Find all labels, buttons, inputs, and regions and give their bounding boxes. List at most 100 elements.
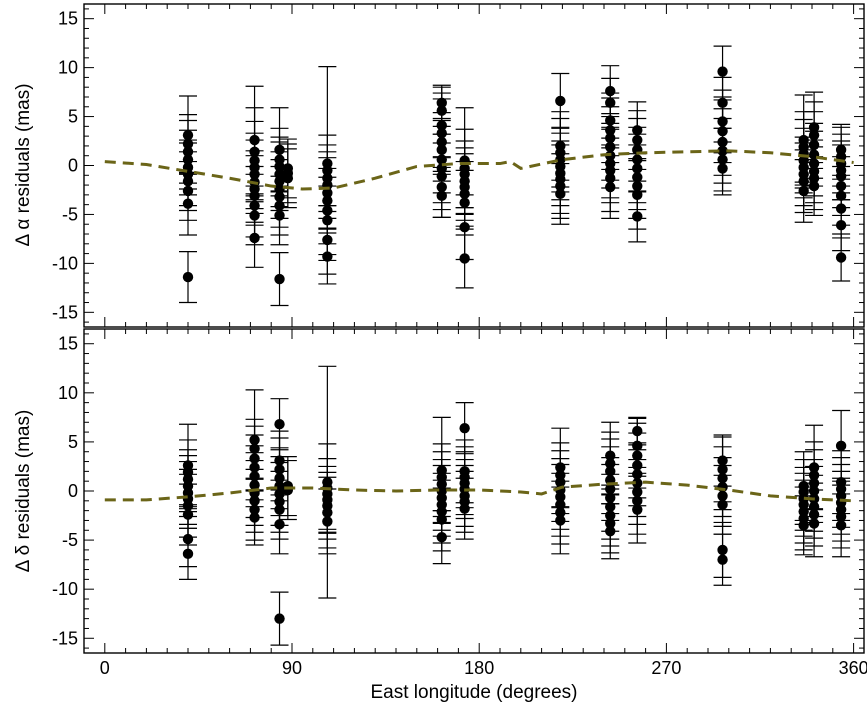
data-point bbox=[632, 425, 643, 437]
y-tick-label: 10 bbox=[58, 58, 78, 78]
data-point bbox=[555, 491, 566, 503]
data-point bbox=[632, 460, 643, 471]
y-tick-label: 10 bbox=[58, 383, 78, 403]
x-tick-label: 360 bbox=[839, 658, 867, 678]
data-point bbox=[717, 464, 728, 475]
data-point bbox=[249, 232, 260, 244]
data-point bbox=[436, 171, 447, 182]
data-point bbox=[632, 163, 643, 174]
data-point bbox=[717, 154, 728, 165]
data-point bbox=[182, 154, 194, 165]
bottom-panel: -15 -10 -5 0 5 10 15 0 90 180 270 360 bbox=[52, 328, 867, 678]
data-point bbox=[835, 171, 847, 182]
data-point bbox=[182, 146, 194, 157]
data-point bbox=[436, 190, 447, 202]
data-point bbox=[249, 190, 260, 202]
data-point bbox=[282, 484, 294, 496]
data-point bbox=[717, 126, 728, 137]
data-point bbox=[555, 476, 566, 488]
data-point bbox=[322, 165, 333, 176]
y-tick-label: -5 bbox=[62, 530, 78, 550]
data-point bbox=[322, 507, 333, 518]
data-point bbox=[249, 504, 260, 515]
data-point bbox=[555, 462, 566, 473]
plot-frame bbox=[83, 3, 865, 328]
data-point bbox=[717, 145, 728, 157]
top-panel: -15 -10 -5 0 5 10 15 bbox=[52, 3, 865, 328]
data-point bbox=[436, 514, 447, 525]
data-point bbox=[436, 531, 447, 543]
data-point bbox=[632, 134, 643, 146]
data-point bbox=[274, 183, 285, 195]
data-point bbox=[632, 450, 643, 461]
data-point bbox=[274, 273, 285, 285]
data-point bbox=[274, 191, 285, 203]
data-point bbox=[555, 507, 566, 518]
data-point bbox=[632, 211, 643, 222]
data-point bbox=[436, 128, 447, 139]
data-point bbox=[322, 215, 333, 226]
data-point bbox=[274, 473, 285, 484]
data-point bbox=[605, 458, 616, 469]
data-point bbox=[322, 516, 333, 527]
y-tick-label: 15 bbox=[58, 9, 78, 29]
data-point bbox=[632, 172, 643, 183]
data-point bbox=[274, 613, 285, 624]
y-tick-label: -10 bbox=[52, 253, 78, 273]
data-point bbox=[322, 195, 333, 206]
data-point bbox=[274, 504, 285, 515]
data-point bbox=[274, 161, 285, 172]
data-point bbox=[555, 515, 566, 526]
data-point bbox=[798, 175, 809, 187]
data-point bbox=[274, 419, 285, 430]
y-tick-label: 0 bbox=[68, 156, 78, 176]
data-point bbox=[249, 200, 260, 211]
data-point bbox=[249, 210, 260, 221]
data-point bbox=[322, 251, 333, 262]
data-point bbox=[182, 175, 194, 187]
data-point bbox=[717, 116, 728, 127]
data-point bbox=[605, 492, 616, 504]
data-point bbox=[182, 185, 194, 197]
data-point bbox=[282, 173, 294, 184]
top-y-axis-label: Δ α residuals (mas) bbox=[13, 83, 34, 246]
data-point bbox=[808, 501, 820, 512]
y-tick-label: -5 bbox=[62, 204, 78, 224]
data-point bbox=[274, 200, 285, 211]
x-tick-label: 90 bbox=[282, 658, 302, 678]
data-point bbox=[717, 499, 728, 510]
x-tick-label: 270 bbox=[651, 658, 681, 678]
data-point bbox=[182, 271, 194, 283]
data-point bbox=[274, 144, 285, 156]
data-point bbox=[808, 122, 820, 133]
data-point bbox=[436, 120, 447, 131]
y-tick-label: -15 bbox=[52, 628, 78, 648]
data-point bbox=[808, 518, 820, 529]
data-point bbox=[249, 169, 260, 180]
data-point bbox=[717, 554, 728, 565]
data-point bbox=[605, 132, 616, 144]
data-point bbox=[632, 125, 643, 136]
data-point bbox=[605, 97, 616, 109]
data-point bbox=[808, 477, 820, 489]
model-curve bbox=[104, 480, 854, 503]
data-point bbox=[182, 500, 194, 511]
data-point bbox=[249, 479, 260, 491]
data-point bbox=[249, 453, 260, 464]
y-tick-label: 15 bbox=[58, 334, 78, 354]
data-point bbox=[274, 210, 285, 221]
data-point bbox=[835, 220, 847, 231]
data-point bbox=[249, 134, 260, 146]
y-tick-label: -10 bbox=[52, 579, 78, 599]
x-tick-label: 0 bbox=[100, 658, 110, 678]
data-point bbox=[605, 483, 616, 495]
data-point bbox=[798, 520, 809, 531]
y-tick-label: -15 bbox=[52, 302, 78, 322]
data-point bbox=[835, 252, 847, 263]
data-point bbox=[835, 511, 847, 522]
data-point bbox=[182, 509, 194, 520]
data-point bbox=[249, 462, 260, 473]
data-point bbox=[605, 466, 616, 477]
data-point bbox=[249, 434, 260, 446]
